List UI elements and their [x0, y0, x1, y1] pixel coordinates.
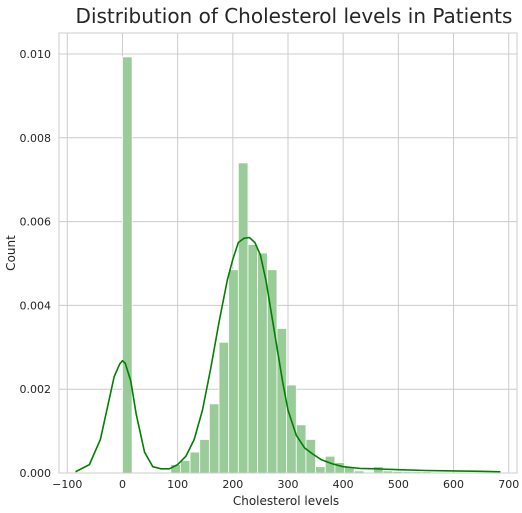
- histogram-bar: [179, 460, 191, 474]
- histogram-bar: [189, 451, 201, 474]
- histogram-bar: [276, 328, 288, 474]
- y-tick-label: 0.010: [20, 48, 52, 61]
- chart-title: Distribution of Cholesterol levels in Pa…: [76, 4, 513, 28]
- histogram-bar: [315, 466, 326, 474]
- x-tick-label: 700: [498, 478, 519, 491]
- x-tick-label: 100: [167, 478, 188, 491]
- y-tick-label: 0.004: [20, 299, 52, 312]
- x-tick-label: 300: [278, 478, 299, 491]
- histogram-bar: [199, 439, 210, 474]
- histogram-bar: [237, 162, 249, 474]
- histogram-bar: [305, 439, 316, 474]
- x-tick-label: 200: [222, 478, 243, 491]
- x-tick-label: 500: [388, 478, 409, 491]
- x-tick-label: 0: [119, 478, 126, 491]
- y-tick-label: 0.006: [20, 216, 52, 229]
- x-axis-label: Cholesterol levels: [233, 494, 339, 508]
- histogram-bar: [208, 403, 220, 474]
- x-tick-label: 600: [443, 478, 464, 491]
- plot-frame: [58, 32, 518, 474]
- histogram-bar: [218, 341, 230, 474]
- kde-curve-layer: [75, 236, 501, 473]
- histogram-bar: [295, 424, 307, 474]
- y-tick-label: 0.000: [20, 467, 52, 480]
- y-axis-label: Count: [4, 235, 18, 271]
- histogram-bar: [122, 56, 133, 474]
- histogram-bar: [257, 252, 268, 474]
- y-tick-label: 0.002: [20, 383, 52, 396]
- x-tick-label: 400: [333, 478, 354, 491]
- x-tick-label: −100: [52, 478, 82, 491]
- y-tick-label: 0.008: [20, 132, 52, 145]
- x-tick-labels: −100 0 100 200 300 400 500 600 700: [52, 478, 519, 491]
- kde-curve: [75, 236, 501, 473]
- histogram-bar: [373, 466, 384, 474]
- y-tick-labels: 0.000 0.002 0.004 0.006 0.008 0.010: [20, 48, 52, 480]
- histogram-bar: [247, 244, 259, 474]
- histogram-bar: [228, 269, 239, 474]
